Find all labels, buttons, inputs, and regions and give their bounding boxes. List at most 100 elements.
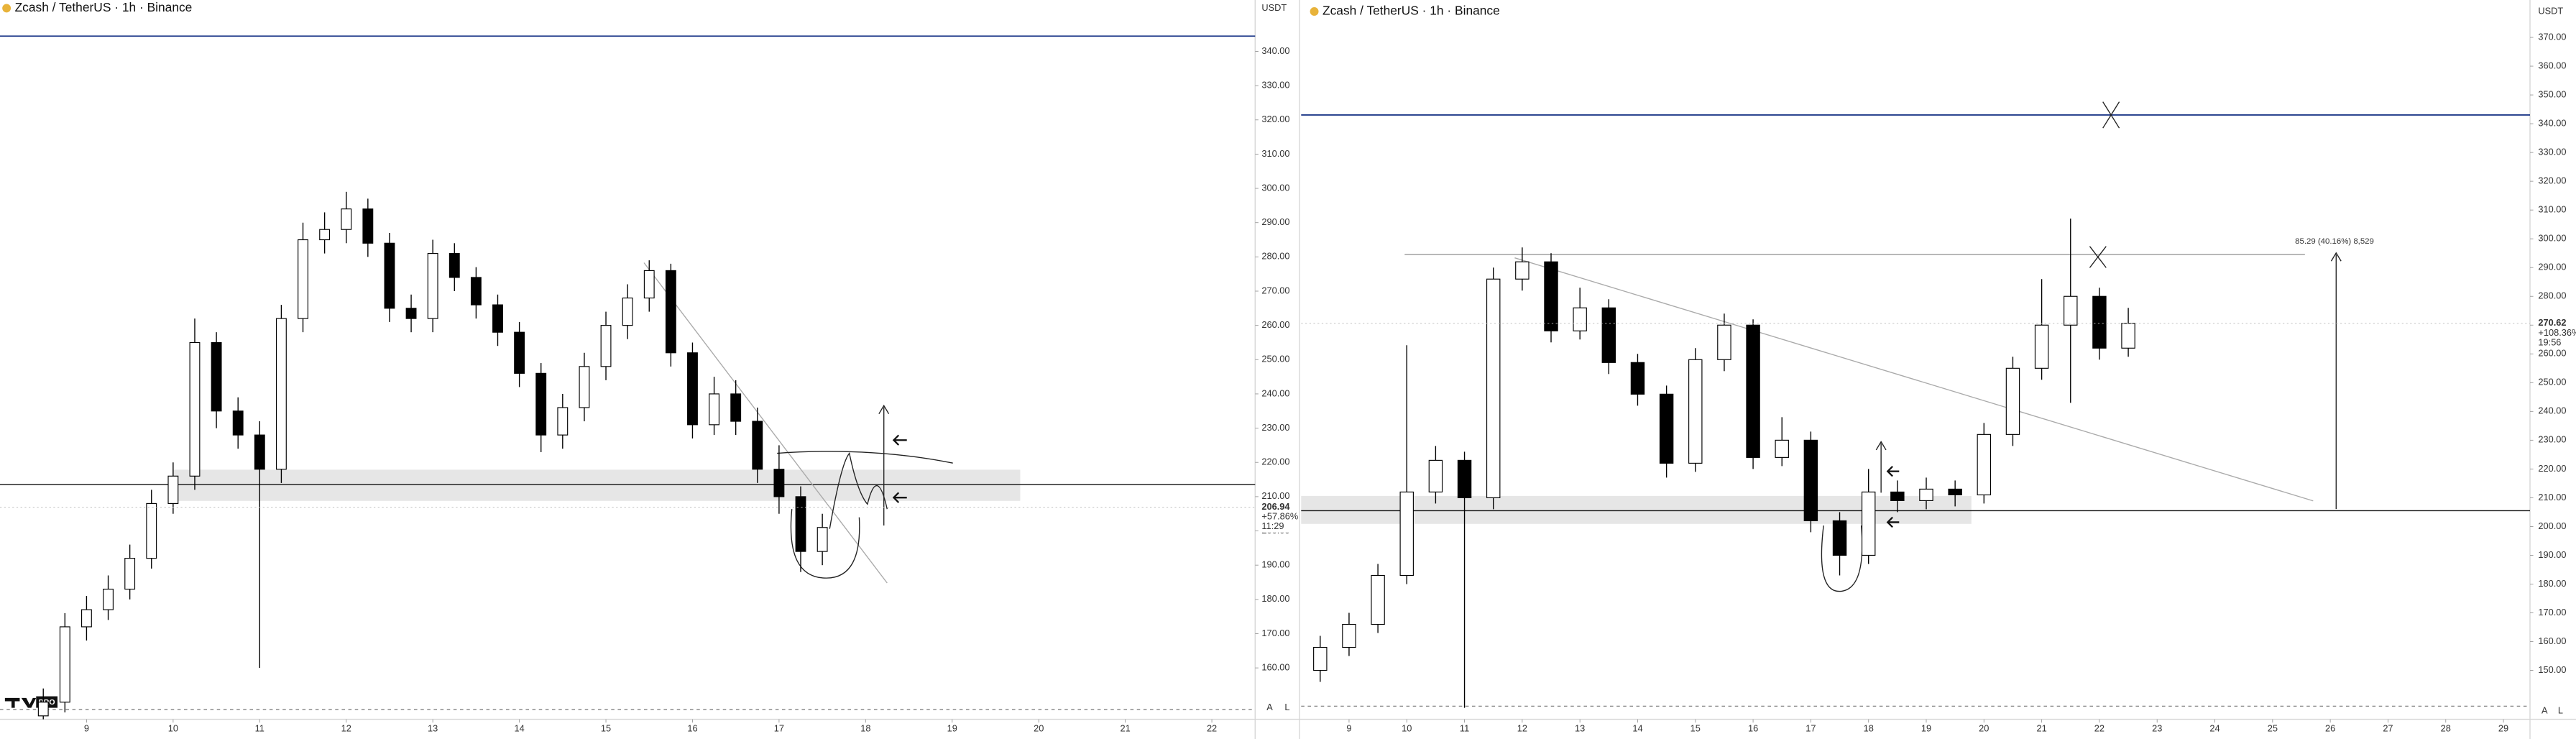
candle-body	[1861, 491, 1876, 556]
y-tick-label: 270.00	[1261, 285, 1289, 295]
candle-body	[1371, 574, 1385, 625]
arrow	[1886, 516, 1900, 528]
scale-button[interactable]: A	[2542, 705, 2548, 716]
arrow	[892, 434, 907, 446]
candle-body	[579, 366, 590, 408]
candle-body	[1515, 261, 1530, 280]
candle-body	[709, 393, 720, 426]
candle-body	[341, 208, 352, 230]
candle-body	[492, 304, 503, 333]
y-tick-label: 160.00	[2538, 635, 2566, 646]
candle-body	[1948, 488, 1962, 495]
coin-icon	[2, 4, 12, 13]
countdown: 19:56	[2538, 337, 2561, 348]
last-price-tag	[2534, 317, 2575, 349]
candle-body	[665, 270, 676, 354]
x-tick-label: 25	[2268, 723, 2278, 734]
drawing	[1821, 525, 1863, 592]
candle-body	[514, 331, 525, 374]
candle-body	[37, 702, 49, 717]
y-tick-label: 230.00	[2538, 434, 2566, 445]
y-tick-label: 290.00	[2538, 262, 2566, 272]
y-tick-label: 330.00	[2538, 147, 2566, 157]
candle-body	[1688, 359, 1703, 464]
x-tick-label: 11	[255, 723, 264, 734]
cross-mark	[2089, 246, 2107, 268]
y-tick-label: 170.00	[2538, 607, 2566, 618]
candle-body	[298, 239, 308, 319]
x-tick-label: 16	[687, 723, 697, 734]
x-tick-label: 11	[1460, 723, 1469, 734]
x-tick-label: 13	[428, 723, 438, 734]
scale-button[interactable]: L	[2558, 705, 2563, 716]
y-tick-label: 230.00	[1261, 422, 1289, 433]
x-tick-label: 15	[1690, 723, 1701, 734]
y-tick-label: 200.00	[2538, 520, 2566, 531]
candle-body	[1775, 439, 1789, 458]
candle-body	[2034, 324, 2049, 369]
candle-body	[1342, 623, 1356, 648]
x-tick-label: 27	[2383, 723, 2393, 734]
candle-body	[1919, 488, 1933, 501]
currency-label[interactable]: USDT	[2538, 5, 2563, 16]
x-tick-label: 23	[2152, 723, 2162, 734]
coin-icon	[1310, 7, 1319, 16]
y-tick-label: 190.00	[1261, 559, 1289, 570]
scale-button[interactable]: A	[1266, 702, 1273, 712]
y-tick-label: 290.00	[1261, 216, 1289, 227]
candle-body	[103, 588, 114, 610]
drawing	[790, 509, 860, 579]
y-tick-label: 310.00	[2538, 204, 2566, 215]
scale-button[interactable]: L	[1284, 702, 1289, 712]
arrow	[1886, 465, 1900, 477]
candle-body	[1717, 324, 1731, 360]
x-tick-label: 26	[2325, 723, 2335, 734]
x-tick-label: 21	[1121, 723, 1131, 734]
x-tick-label: 14	[514, 723, 524, 734]
cross-mark	[2102, 101, 2120, 129]
candle-body	[1803, 439, 1818, 521]
y-tick-label: 180.00	[1261, 593, 1289, 604]
y-tick-label: 240.00	[2538, 405, 2566, 416]
arrow	[1875, 441, 1887, 493]
candle-body	[535, 372, 547, 436]
currency-label[interactable]: USDT	[1261, 2, 1287, 13]
x-tick-label: 17	[774, 723, 784, 734]
y-tick-label: 280.00	[2538, 290, 2566, 301]
candle-body	[1313, 646, 1328, 671]
y-tick-label: 310.00	[1261, 148, 1289, 159]
drawing	[777, 451, 953, 464]
candle-body	[752, 421, 763, 470]
y-tick-label: 210.00	[1261, 490, 1289, 501]
candle-body	[189, 341, 201, 477]
candle-body	[167, 475, 179, 504]
y-tick-label: 280.00	[1261, 251, 1289, 262]
candle-body	[1659, 393, 1674, 464]
candle-body	[81, 609, 92, 628]
y-tick-label: 260.00	[1261, 319, 1289, 330]
candle-body	[600, 325, 612, 367]
candle-body	[1544, 261, 1558, 331]
candle-body	[1601, 307, 1616, 363]
y-tick-label: 170.00	[1261, 628, 1289, 638]
candle-body	[1890, 491, 1905, 501]
y-tick-label: 240.00	[1261, 387, 1289, 398]
x-tick-label: 12	[341, 723, 351, 734]
x-tick-label: 18	[860, 723, 870, 734]
y-tick-label: 300.00	[1261, 182, 1289, 193]
x-tick-label: 19	[1921, 723, 1931, 734]
candle-body	[232, 410, 244, 436]
y-tick-label: 220.00	[2538, 463, 2566, 474]
y-tick-label: 160.00	[1261, 661, 1289, 672]
candle-body	[211, 341, 222, 412]
candle-body	[622, 297, 633, 326]
candle-body	[2064, 295, 2078, 326]
y-tick-label: 320.00	[2538, 175, 2566, 186]
candle-body	[59, 626, 70, 703]
price-change: +57.86%	[1261, 511, 1298, 522]
candle-body	[1399, 491, 1414, 577]
x-tick-label: 14	[1632, 723, 1642, 734]
candle-body	[448, 253, 460, 278]
